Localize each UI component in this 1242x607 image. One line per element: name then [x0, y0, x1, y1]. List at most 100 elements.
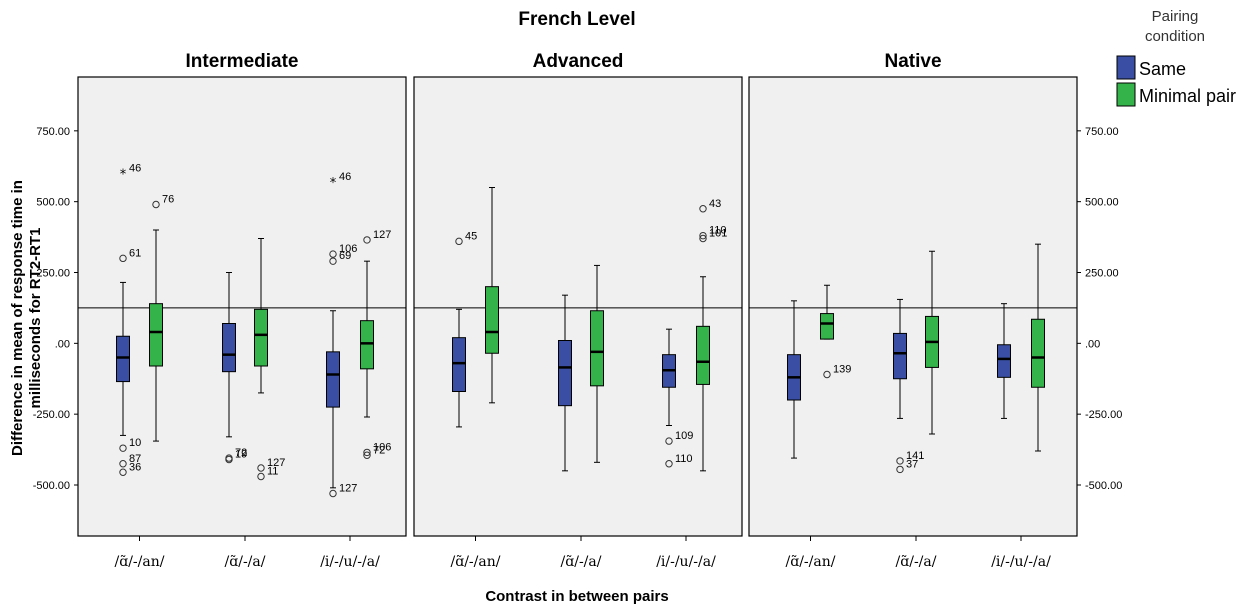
- outlier-label: 72: [235, 447, 247, 459]
- box-native-2-minimal-pair: [1031, 243, 1045, 452]
- box-body: [485, 286, 499, 354]
- outlier-label: 46: [129, 162, 141, 174]
- y-tick-label-left-1: -250.00: [33, 409, 70, 421]
- box-body: [997, 344, 1011, 378]
- outlier-point: [329, 257, 337, 265]
- panels-layer: Intermediate/ɑ̃/-/an/ /ɑ̃/-/a/ /i/-/u/-/a/…: [77, 51, 1078, 570]
- panel-background-native: [748, 76, 1078, 537]
- x-tick-label-native-2: /i/-/u/-/a/: [991, 554, 1051, 570]
- outlier-label: 19: [235, 449, 247, 461]
- outlier-label: 141: [906, 450, 924, 462]
- panel-background-advanced: [413, 76, 743, 537]
- chart-title: French Level: [518, 9, 635, 30]
- outlier-point: [329, 489, 337, 498]
- outlier-star: *: [120, 167, 127, 182]
- outlier-point: [257, 464, 265, 472]
- outlier-star: *: [330, 176, 337, 191]
- x-tick-label-native-1: /ɑ̃/-/a/: [896, 554, 937, 570]
- legend-swatch-1: [1116, 82, 1136, 107]
- outlier-point: [699, 231, 707, 240]
- box-body: [326, 351, 340, 408]
- box-body: [222, 323, 236, 373]
- outlier-label: 10: [129, 437, 141, 449]
- outlier-label: 61: [129, 247, 141, 259]
- outlier-point: [152, 200, 160, 209]
- outlier-label: 127: [267, 457, 285, 469]
- outlier-label: 72: [373, 444, 385, 456]
- outlier-point: [363, 448, 371, 457]
- box-body: [558, 340, 572, 407]
- legend-swatch-0: [1116, 55, 1136, 80]
- box-body: [893, 332, 907, 380]
- outlier-label: 110: [709, 225, 727, 237]
- y-tick-label-right-5: 750.00: [1085, 126, 1119, 138]
- y-tick-label-right-3: 250.00: [1085, 268, 1119, 280]
- outlier-label: 87: [129, 453, 141, 465]
- box-native-2-same: [997, 303, 1011, 419]
- panel-native: Native/ɑ̃/-/an/ /ɑ̃/-/a/ /i/-/u/-/a/139 141…: [748, 51, 1078, 570]
- box-native-0-minimal-pair: 139: [820, 284, 851, 379]
- outlier-label: 127: [339, 483, 357, 495]
- y-tick-label-left-2: .00: [55, 338, 70, 350]
- box-body: [820, 313, 834, 340]
- y-axes-layer: -500.00 -500.00 -250.00 -250.00 .00 .00 250.00…: [33, 126, 1123, 492]
- box-body: [116, 335, 130, 383]
- outlier-point: [119, 460, 127, 468]
- y-tick-label-left-0: -500.00: [33, 480, 70, 492]
- y-tick-label-left-5: 750.00: [36, 126, 70, 138]
- box-body: [254, 308, 268, 367]
- box-body: [1031, 318, 1045, 388]
- legend: Pairing condition Same Minimal pair: [1116, 8, 1236, 107]
- y-tick-label-right-1: -250.00: [1085, 409, 1122, 421]
- x-tick-label-intermediate-1: /ɑ̃/-/a/: [225, 554, 266, 570]
- outlier-label: 106: [373, 441, 391, 453]
- outlier-point: [665, 460, 673, 468]
- box-body: [360, 320, 374, 370]
- box-native-0-same: [787, 300, 801, 459]
- panel-title-native: Native: [884, 51, 941, 72]
- outlier-label: 43: [709, 198, 721, 210]
- legend-label-0: Same: [1139, 59, 1186, 79]
- y-axis-label-line-1: Difference in mean of response time in: [9, 180, 26, 456]
- box-body: [590, 310, 604, 387]
- outlier-label: 101: [709, 228, 727, 240]
- outlier-point: [257, 472, 265, 481]
- box-native-1-minimal-pair: [925, 250, 939, 435]
- outlier-label: 37: [906, 458, 918, 470]
- outlier-point: [665, 437, 673, 445]
- x-tick-label-advanced-0: /ɑ̃/-/an/: [451, 554, 501, 570]
- outlier-point: [699, 205, 707, 213]
- outlier-label: 45: [465, 230, 477, 242]
- x-tick-label-advanced-2: /i/-/u/-/a/: [656, 554, 716, 570]
- y-tick-label-left-3: 250.00: [36, 268, 70, 280]
- outlier-label: 69: [339, 250, 351, 262]
- box-advanced-1-same: [558, 294, 572, 472]
- y-tick-label-right-4: 500.00: [1085, 197, 1119, 209]
- box-advanced-0-same: 45: [452, 230, 477, 428]
- legend-title-line-1: Pairing: [1152, 8, 1199, 25]
- outlier-point: [455, 237, 463, 246]
- outlier-label: 110: [675, 453, 693, 465]
- outlier-point: [896, 465, 904, 474]
- outlier-label: 76: [162, 194, 174, 206]
- x-tick-label-intermediate-2: /i/-/u/-/a/: [320, 554, 380, 570]
- box-intermediate-0-minimal-pair: 76: [149, 194, 174, 442]
- y-tick-label-right-0: -500.00: [1085, 480, 1122, 492]
- x-tick-label-advanced-1: /ɑ̃/-/a/: [561, 554, 602, 570]
- panel-title-intermediate: Intermediate: [186, 51, 299, 72]
- legend-label-1: Minimal pair: [1139, 86, 1236, 106]
- outlier-label: 127: [373, 229, 391, 241]
- outlier-point: [329, 250, 337, 258]
- outlier-label: 106: [339, 243, 357, 255]
- outlier-label: 109: [675, 430, 693, 442]
- outlier-point: [119, 468, 127, 476]
- outlier-point: [119, 254, 127, 263]
